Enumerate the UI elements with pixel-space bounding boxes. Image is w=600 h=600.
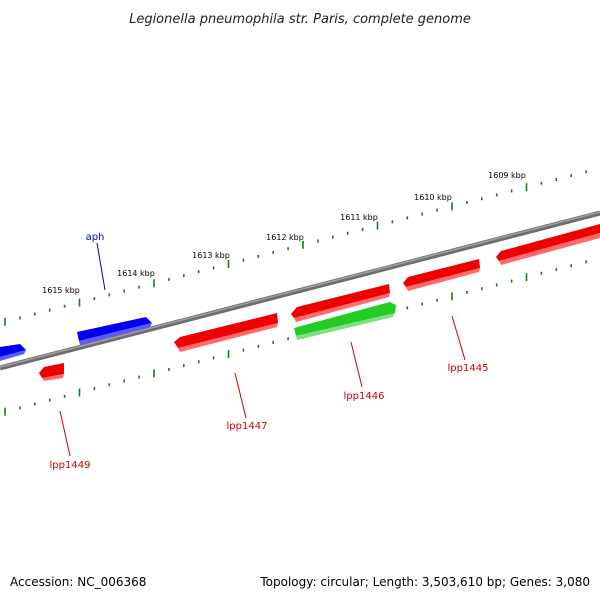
gene-lpp1445[interactable] <box>403 259 480 291</box>
kbp-label-1613: 1613 kbp <box>192 251 230 260</box>
gene-lpp1446[interactable] <box>294 302 396 340</box>
accession-label: Accession: NC_006368 <box>10 575 146 589</box>
lpp1446-label-line <box>350 341 363 388</box>
kbp-label-1615: 1615 kbp <box>42 286 80 295</box>
lpp1445-label-line <box>451 315 466 361</box>
gene-label-aph: aph <box>86 232 105 243</box>
kbp-label-1614: 1614 kbp <box>117 269 155 278</box>
gene-aph[interactable] <box>77 317 152 345</box>
gene-lpp1447[interactable] <box>174 313 278 352</box>
gene-left-edge-forward[interactable] <box>0 344 26 361</box>
aph-label-line <box>96 242 106 291</box>
lpp1449-label-line <box>59 410 71 457</box>
gene-label-lpp1445: lpp1445 <box>448 363 489 374</box>
gene-label-lpp1449: lpp1449 <box>50 460 91 471</box>
outer-tick-row <box>4 170 587 326</box>
genome-backbone <box>0 210 600 371</box>
gene-label-lpp1447: lpp1447 <box>227 421 268 432</box>
kbp-label-1611: 1611 kbp <box>340 213 378 222</box>
gene-reverse-right-edge[interactable] <box>496 224 600 265</box>
kbp-label-1609: 1609 kbp <box>488 171 526 180</box>
map-title: Legionella pneumophila str. Paris, compl… <box>129 12 471 27</box>
gene-lpp1449[interactable] <box>39 363 64 381</box>
genome-backbone-highlight <box>0 211 600 368</box>
kbp-label-1610: 1610 kbp <box>414 193 452 202</box>
gene-label-lpp1446: lpp1446 <box>344 391 385 402</box>
gene-reverse-a[interactable] <box>291 284 390 322</box>
lpp1447-label-line <box>234 372 247 419</box>
kbp-label-1612: 1612 kbp <box>266 233 304 242</box>
genome-summary: Topology: circular; Length: 3,503,610 bp… <box>259 575 590 589</box>
